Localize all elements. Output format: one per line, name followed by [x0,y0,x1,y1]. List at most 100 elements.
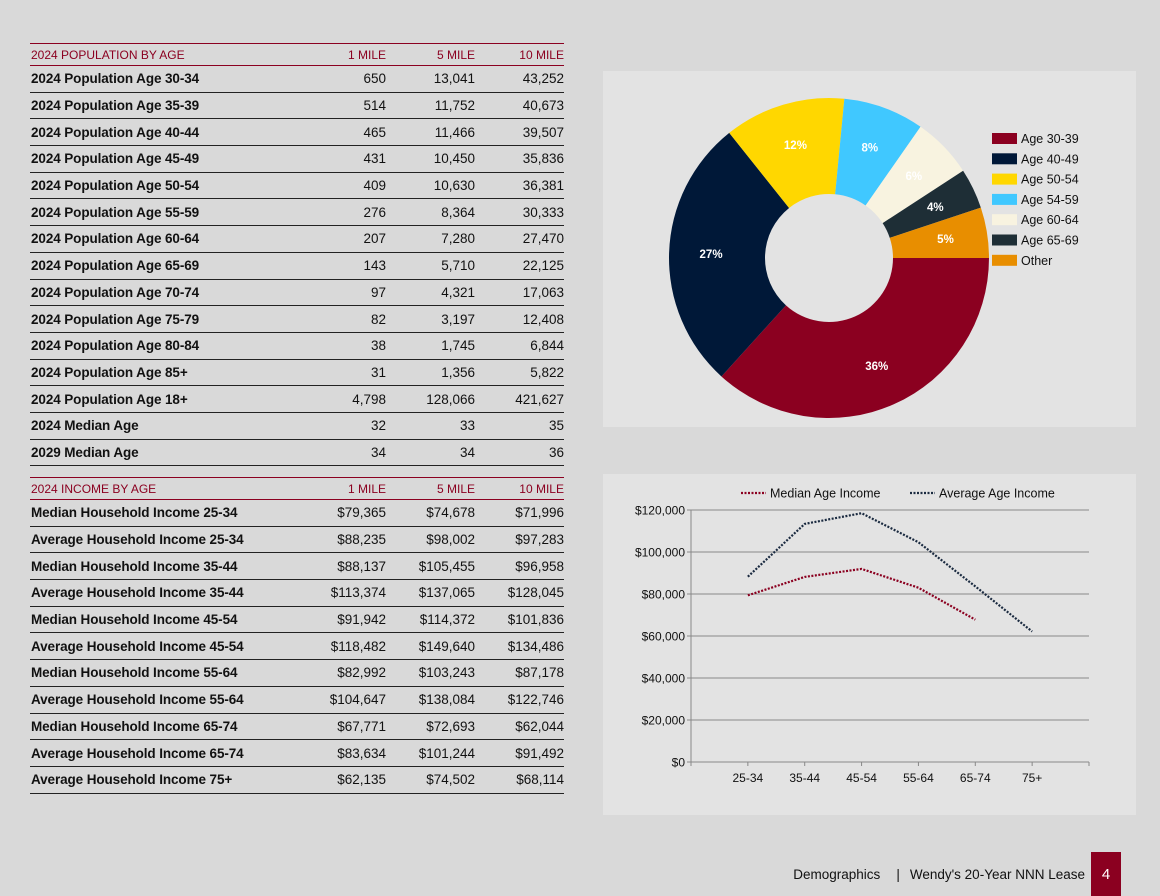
table-row: Median Household Income 65-74 $67,771 $72,… [30,714,564,741]
legend-item: Median Age Income [741,487,881,501]
table-row: 2024 Population Age 55-59 276 8,364 30,333 [30,199,564,227]
y-tick-label: $120,000 [635,504,685,518]
column-header-1-mile: 1 MILE [347,481,386,496]
x-tick-label: 25-34 [733,771,764,785]
cell-5-mile: 10,630 [433,178,475,194]
table-row: 2024 Population Age 30-34 650 13,041 43,252 [30,66,564,93]
column-header-1-mile: 1 MILE [347,47,386,62]
slice-percent-label: 8% [861,142,878,154]
y-tick-label: $60,000 [642,630,686,644]
legend-item: Other [992,254,1052,268]
page-footer: Demographics | Wendy's 20-Year NNN Lease… [793,852,1160,896]
legend-item: Age 54-59 [992,193,1079,207]
y-tick-label: $20,000 [642,714,686,728]
cell-10-mile: 36 [548,444,564,460]
cell-10-mile: 36,381 [522,178,564,194]
table-row: Average Household Income 55-64 $104,647 $1… [30,687,564,714]
cell-10-mile: $134,486 [507,638,564,654]
column-header-5-mile: 5 MILE [436,481,475,496]
cell-10-mile: 43,252 [522,71,564,87]
table-row: Median Household Income 35-44 $88,137 $105… [30,553,564,581]
legend-label: Median Age Income [770,487,881,501]
row-label: 2024 Population Age 18+ [31,391,188,407]
cell-5-mile: 5,710 [441,258,475,274]
table-header: 2024 POPULATION BY AGE 1 MILE 5 MILE 10 … [30,43,564,66]
cell-10-mile: 22,125 [522,258,564,274]
cell-10-mile: $68,114 [516,772,564,788]
series-line-average-age-income [747,512,1033,633]
cell-1-mile: 31 [370,364,386,380]
cell-1-mile: 143 [363,258,386,274]
x-tick-label: 55-64 [903,771,934,785]
footer-separator: | [896,866,900,882]
table-row: 2024 Population Age 18+ 4,798 128,066 421,6… [30,386,564,413]
cell-5-mile: $137,065 [418,585,475,601]
donut-slice-age-65-69 [882,170,981,238]
column-header-10-mile: 10 MILE [519,481,564,496]
cell-10-mile: 27,470 [522,231,564,247]
table-row: 2024 Population Age 45-49 431 10,450 35,836 [30,146,564,173]
cell-1-mile: $83,634 [337,745,386,761]
donut-chart-svg: 36% 27% 12% 8% 6% 4% 5% Age 30-39 Age 40-49 Age 5… [669,98,1079,418]
cell-1-mile: $62,135 [337,772,386,788]
table-row: Average Household Income 65-74 $83,634 $10… [30,740,564,767]
row-label: 2024 Median Age [31,418,139,434]
row-label: 2024 Population Age 80-84 [31,338,200,354]
cell-10-mile: 30,333 [522,204,564,220]
row-label: 2024 Population Age 30-34 [31,71,200,87]
cell-5-mile: 7,280 [441,231,475,247]
legend-label: Age 50-54 [1021,173,1079,187]
cell-5-mile: 3,197 [441,311,475,327]
legend-label: Age 30-39 [1021,132,1079,146]
legend-item: Age 40-49 [992,152,1079,166]
cell-10-mile: $91,492 [515,745,564,761]
cell-5-mile: 128,066 [426,391,475,407]
legend-swatch [992,153,1017,165]
legend-item: Age 50-54 [992,173,1079,187]
legend-label: Age 54-59 [1021,193,1079,207]
cell-1-mile: 409 [363,178,386,194]
table-row: Average Household Income 45-54 $118,482 $1… [30,633,564,661]
cell-5-mile: 1,745 [441,338,475,354]
cell-5-mile: 11,752 [434,98,475,114]
cell-10-mile: $96,958 [515,558,564,574]
footer-title: Wendy's 20-Year NNN Lease [909,866,1085,882]
table-row: 2024 Population Age 70-74 97 4,321 17,063 [30,280,564,307]
cell-1-mile: $79,365 [337,505,386,521]
row-label: Median Household Income 55-64 [31,665,238,681]
cell-1-mile: 34 [370,444,386,460]
row-label: 2024 Population Age 50-54 [31,178,200,194]
row-label: Average Household Income 25-34 [31,532,244,548]
cell-1-mile: $91,942 [337,612,386,628]
cell-1-mile: 32 [370,418,386,434]
y-tick-label: $40,000 [642,672,686,686]
donut-slice-other [889,207,989,258]
cell-10-mile: 17,063 [522,284,564,300]
legend-label: Age 40-49 [1021,152,1079,166]
table-row: Median Household Income 55-64 $82,992 $103… [30,660,564,687]
cell-1-mile: 276 [363,204,386,220]
cell-1-mile: 4,798 [352,391,386,407]
cell-5-mile: $101,244 [418,745,475,761]
table-row: Median Household Income 25-34 $79,365 $74,… [30,500,564,527]
cell-10-mile: $97,283 [515,532,564,548]
table-header: 2024 INCOME BY AGE 1 MILE 5 MILE 10 MILE [30,477,564,500]
cell-1-mile: $88,137 [337,558,386,574]
legend-swatch [992,173,1017,185]
table-row: 2024 Population Age 85+ 31 1,356 5,822 [30,360,564,387]
donut-slice-age-54-59 [835,98,921,206]
y-tick-label: $0 [672,756,686,770]
table-row: Average Household Income 75+ $62,135 $74,5… [30,767,564,794]
slice-percent-label: 5% [937,234,954,246]
slice-percent-label: 4% [927,202,944,214]
cell-5-mile: $74,678 [426,505,475,521]
cell-5-mile: 8,364 [441,204,475,220]
row-label: 2024 Population Age 35-39 [31,98,200,114]
cell-5-mile: 13,041 [433,71,475,87]
row-label: 2024 Population Age 40-44 [31,124,200,140]
cell-1-mile: $118,482 [330,638,386,654]
legend-item: Age 30-39 [992,132,1079,146]
cell-5-mile: 11,466 [434,124,475,140]
row-label: Average Household Income 35-44 [31,585,244,601]
table-row: Average Household Income 35-44 $113,374 $1… [30,580,564,607]
